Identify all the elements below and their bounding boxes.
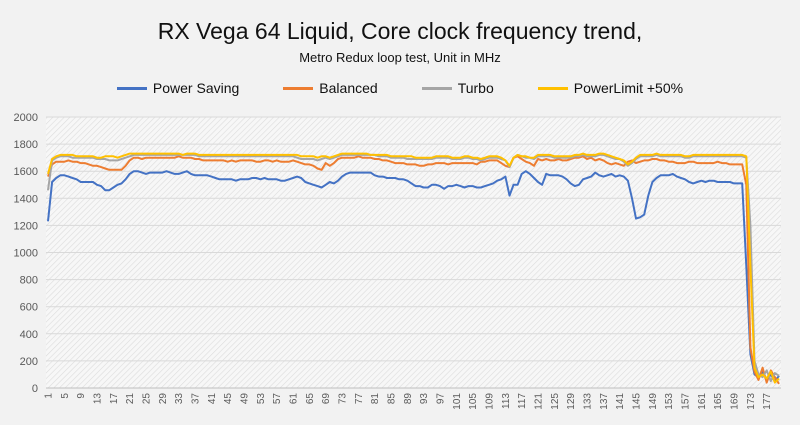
y-tick-label: 400 (20, 329, 38, 341)
x-tick-label: 69 (321, 393, 332, 405)
x-tick-label: 33 (174, 393, 185, 405)
x-tick-label: 13 (93, 393, 104, 405)
legend-swatch (537, 86, 568, 90)
chart-title: RX Vega 64 Liquid, Core clock frequency … (157, 18, 643, 44)
y-tick-label: 600 (20, 302, 38, 314)
x-tick-label: 17 (109, 393, 120, 405)
x-tick-label: 45 (223, 393, 234, 405)
chart-subtitle: Metro Redux loop test, Unit in MHz (299, 50, 501, 65)
x-tick-label: 49 (240, 393, 251, 405)
y-tick-label: 200 (20, 356, 38, 368)
x-tick-label: 9 (76, 393, 87, 399)
x-tick-label: 25 (142, 393, 153, 405)
x-tick-label: 85 (387, 393, 398, 405)
series-line-powerlimit-50- (47, 152, 780, 384)
x-tick-label: 41 (207, 393, 218, 405)
legend-swatch (116, 86, 147, 90)
x-tick-label: 149 (648, 393, 659, 410)
x-tick-label: 61 (289, 393, 300, 405)
x-tick-label: 81 (370, 393, 381, 405)
y-tick-label: 1600 (14, 166, 38, 178)
legend-swatch (421, 86, 452, 90)
x-tick-label: 37 (191, 393, 202, 405)
x-tick-label: 101 (452, 393, 463, 410)
x-tick-label: 29 (158, 393, 169, 405)
y-tick-label: 800 (20, 275, 38, 287)
legend-label: Balanced (319, 80, 378, 96)
legend-item-powerlimit: PowerLimit +50% (537, 80, 684, 96)
series-line-balanced (47, 155, 780, 385)
legend-item-turbo: Turbo (421, 80, 494, 96)
y-tick-label: 1200 (14, 220, 38, 232)
x-tick-label: 177 (762, 393, 773, 410)
x-tick-label: 161 (697, 393, 708, 410)
x-tick-label: 141 (615, 393, 626, 410)
y-tick-label: 1000 (14, 248, 38, 260)
x-tick-label: 125 (550, 393, 561, 410)
x-tick-label: 109 (485, 393, 496, 410)
x-tick-label: 21 (125, 393, 136, 405)
x-tick-label: 65 (305, 393, 316, 405)
y-tick-label: 2000 (14, 112, 38, 124)
x-tick-label: 105 (468, 393, 479, 410)
x-tick-label: 77 (354, 393, 365, 405)
legend-item-power-saving: Power Saving (116, 80, 240, 96)
x-tick-label: 117 (517, 393, 528, 409)
legend-label: Power Saving (152, 80, 240, 96)
x-tick-label: 57 (272, 393, 283, 405)
x-tick-label: 113 (501, 393, 512, 409)
x-tick-label: 173 (746, 393, 757, 410)
x-tick-label: 129 (566, 393, 577, 410)
y-tick-label: 0 (32, 383, 38, 395)
x-tick-label: 53 (256, 393, 267, 405)
x-tick-label: 97 (436, 393, 447, 405)
x-tick-label: 89 (403, 393, 414, 405)
legend-label: PowerLimit +50% (573, 80, 684, 96)
x-tick-label: 133 (583, 393, 594, 410)
x-tick-label: 73 (338, 393, 349, 405)
x-tick-label: 93 (419, 393, 430, 405)
x-tick-label: 137 (599, 393, 610, 410)
x-tick-label: 1 (44, 393, 55, 399)
legend-label: Turbo (457, 80, 494, 96)
legend-swatch (283, 86, 314, 90)
y-tick-label: 1800 (14, 139, 38, 151)
x-tick-label: 153 (664, 393, 675, 410)
x-tick-label: 121 (534, 393, 545, 410)
x-tick-label: 157 (681, 393, 692, 410)
x-tick-label: 5 (60, 393, 71, 399)
x-tick-label: 169 (730, 393, 741, 410)
x-tick-label: 145 (632, 393, 643, 410)
series-line-power-saving (47, 170, 780, 383)
series-line-turbo (47, 153, 780, 383)
x-tick-label: 165 (713, 393, 724, 410)
legend-item-balanced: Balanced (283, 80, 378, 96)
legend: Power Saving Balanced Turbo PowerLimit +… (0, 80, 800, 96)
y-tick-label: 1400 (14, 193, 38, 205)
